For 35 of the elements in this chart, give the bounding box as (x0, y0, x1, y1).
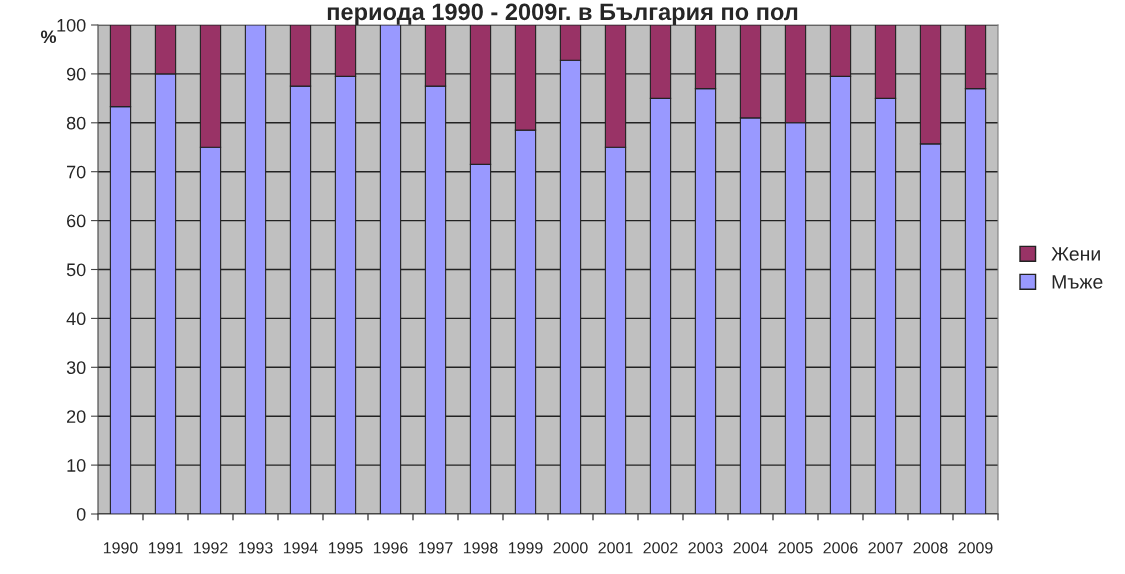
x-tick-label: 1991 (148, 542, 183, 554)
y-tick-label: 0 (76, 507, 86, 521)
y-tick-label: 50 (66, 263, 86, 277)
x-tick-label: 1997 (418, 542, 453, 554)
x-tick-label: 2003 (688, 542, 723, 554)
x-tick-label: 1995 (328, 542, 363, 554)
y-tick-label: 80 (66, 116, 86, 130)
y-tick-label: 70 (67, 165, 86, 179)
chart-title: периода 1990 - 2009г. в България по пол (327, 3, 798, 25)
x-tick-label: 2008 (913, 542, 948, 554)
x-tick-label: 2009 (958, 542, 993, 554)
y-tick-label: 40 (66, 312, 86, 326)
y-axis-title: % (40, 30, 57, 44)
x-tick-label: 2000 (553, 542, 588, 554)
y-tick-label: 10 (67, 459, 86, 472)
y-tick-label: 100 (57, 18, 86, 32)
x-tick-label: 1998 (463, 542, 498, 554)
x-tick-label: 2001 (598, 542, 633, 554)
legend-label: Мъже (1052, 275, 1103, 289)
x-tick-label: 1992 (193, 542, 228, 554)
x-tick-label: 2006 (823, 542, 858, 554)
x-tick-label: 1999 (508, 542, 543, 554)
x-tick-label: 1996 (373, 542, 408, 554)
x-tick-label: 2005 (778, 542, 813, 554)
y-tick-label: 60 (67, 214, 86, 228)
x-tick-label: 2007 (868, 542, 903, 554)
y-tick-label: 20 (67, 410, 86, 423)
legend-label: Жени (1051, 247, 1100, 261)
x-tick-label: 1990 (103, 542, 138, 554)
x-tick-label: 1993 (238, 542, 273, 554)
x-tick-label: 1994 (283, 542, 318, 554)
y-tick-label: 90 (66, 67, 86, 81)
y-tick-label: 30 (66, 361, 86, 375)
x-tick-label: 2002 (643, 542, 678, 554)
x-tick-label: 2004 (733, 542, 768, 554)
